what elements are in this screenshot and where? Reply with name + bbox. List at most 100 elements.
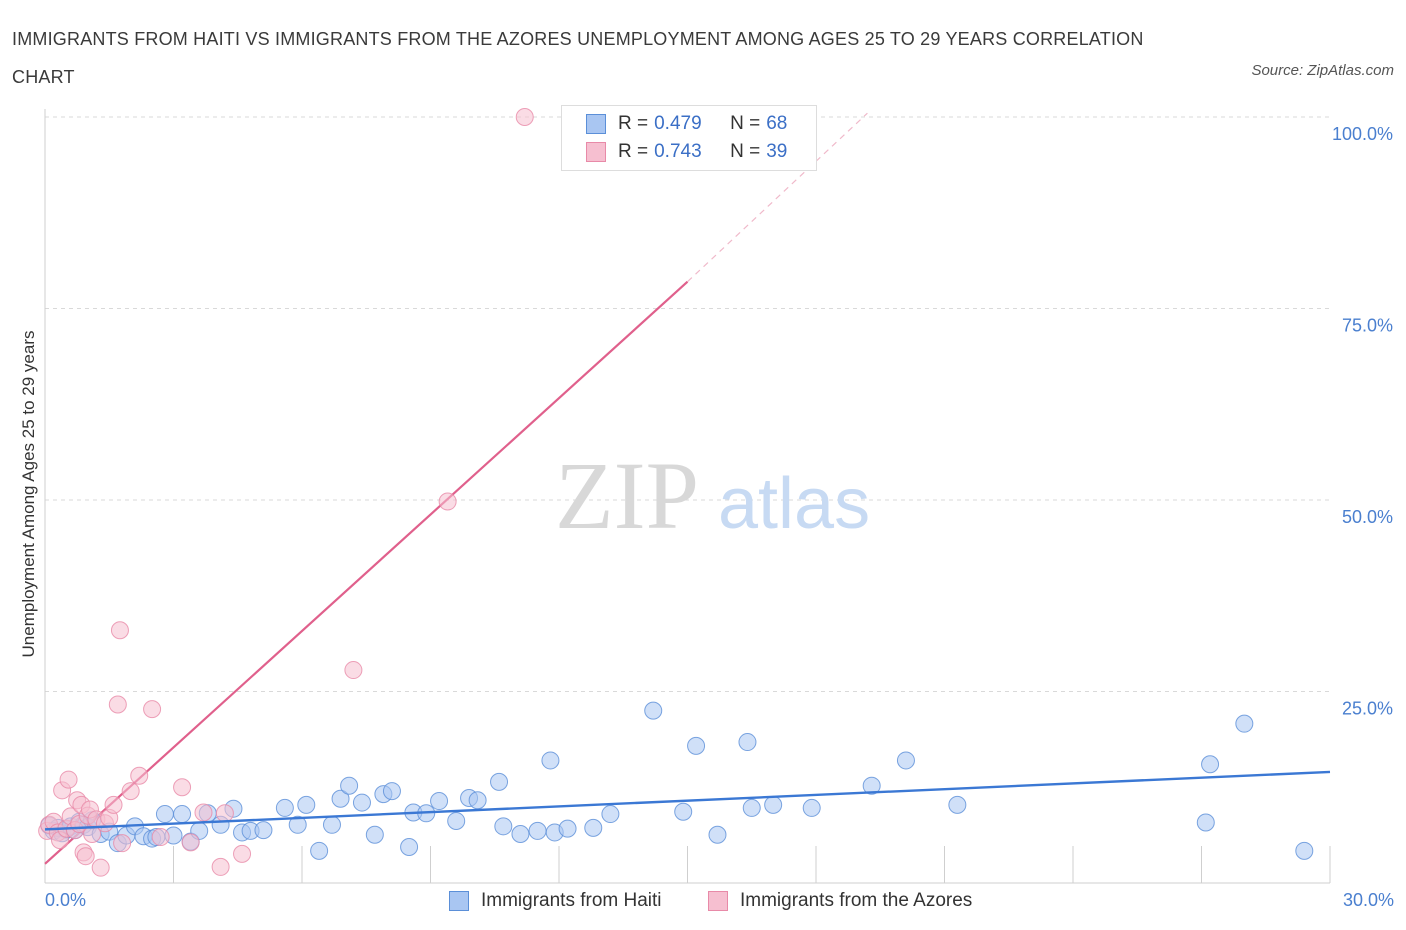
y-axis-ticks: 100.0% 75.0% 50.0% 25.0% [1332, 124, 1393, 719]
point-haiti [738, 733, 757, 752]
point-haiti [674, 802, 693, 821]
point-haiti [764, 795, 783, 814]
point-haiti [1196, 813, 1215, 832]
point-haiti [708, 825, 727, 844]
legend-r-label: R = [618, 113, 649, 134]
point-azores [108, 695, 127, 714]
point-azores [151, 828, 170, 847]
point-haiti [254, 821, 273, 840]
series-label-haiti: Immigrants from Haiti [481, 890, 662, 911]
trend-haiti [44, 770, 1331, 831]
point-azores [194, 803, 213, 822]
point-azores [143, 700, 162, 719]
point-azores [211, 857, 230, 876]
point-haiti [802, 798, 821, 817]
point-haiti [687, 736, 706, 755]
point-azores [215, 804, 234, 823]
point-haiti [601, 805, 620, 824]
series-legend-azores[interactable]: Immigrants from the Azores [708, 890, 972, 912]
point-azores [91, 858, 110, 877]
point-haiti [558, 819, 577, 838]
point-azores [233, 844, 252, 863]
point-haiti [644, 701, 663, 720]
point-azores [130, 766, 149, 785]
point-azores [110, 621, 129, 640]
points-haiti [40, 701, 1314, 860]
y-axis-label: Unemployment Among Ages 25 to 29 years [19, 331, 38, 658]
legend-r-value-haiti: 0.479 [654, 113, 702, 134]
point-haiti [1295, 841, 1314, 860]
legend-n-value-azores: 39 [766, 141, 788, 162]
point-haiti [173, 805, 192, 824]
legend-swatch-azores [586, 142, 606, 162]
point-haiti [742, 798, 761, 817]
point-haiti [382, 782, 401, 801]
series-legend-haiti[interactable]: Immigrants from Haiti [449, 890, 662, 912]
points-azores [38, 108, 534, 877]
legend-swatch-haiti [586, 114, 606, 134]
point-haiti [297, 795, 316, 814]
point-haiti [896, 751, 915, 770]
point-haiti [541, 751, 560, 770]
y-tick-label: 50.0% [1342, 507, 1393, 527]
source-label: Source: ZipAtlas.com [1251, 62, 1394, 79]
trend-line-azores-extension [687, 112, 868, 283]
watermark-atlas: atlas [718, 464, 870, 544]
point-azores [76, 847, 95, 866]
point-haiti [400, 837, 419, 856]
y-tick-label: 25.0% [1342, 699, 1393, 719]
point-haiti [155, 805, 174, 824]
point-haiti [490, 772, 509, 791]
point-haiti [511, 824, 530, 843]
y-tick-label: 100.0% [1332, 124, 1393, 144]
point-haiti [494, 817, 513, 836]
point-haiti [310, 841, 329, 860]
point-haiti [948, 795, 967, 814]
legend-n-label: N = [730, 141, 761, 162]
correlation-legend: R = 0.479 N = 68 R = 0.743 N = 39 [561, 105, 817, 171]
trend-line-azores [44, 280, 689, 865]
series-legend: Immigrants from Haiti Immigrants from th… [0, 888, 1406, 916]
point-azores [515, 108, 534, 126]
trend-line-haiti [44, 770, 1331, 831]
legend-row-haiti: R = 0.479 N = 68 [586, 112, 787, 136]
legend-n-label: N = [730, 113, 761, 134]
point-haiti [584, 818, 603, 837]
point-haiti [1235, 714, 1254, 733]
chart-title: IMMIGRANTS FROM HAITI VS IMMIGRANTS FROM… [12, 29, 1144, 87]
series-swatch-haiti [449, 891, 469, 911]
point-haiti [322, 815, 341, 834]
point-haiti [365, 825, 384, 844]
point-haiti [340, 776, 359, 795]
point-haiti [528, 821, 547, 840]
point-haiti [275, 798, 294, 817]
series-swatch-azores [708, 891, 728, 911]
legend-row-azores: R = 0.743 N = 39 [586, 140, 787, 164]
point-azores [173, 778, 192, 797]
point-haiti [331, 789, 350, 808]
trend-azores [44, 112, 868, 865]
x-tick-max: 30.0% [1342, 890, 1394, 910]
point-haiti [288, 815, 307, 834]
point-azores [113, 834, 132, 853]
point-haiti [1201, 755, 1220, 774]
point-azores [121, 782, 140, 801]
series-label-azores: Immigrants from the Azores [740, 890, 973, 911]
point-haiti [447, 811, 466, 830]
legend-n-value-haiti: 68 [766, 113, 788, 134]
point-azores [104, 795, 123, 814]
point-azores [344, 661, 363, 680]
x-tick-min: 0.0% [45, 890, 87, 910]
point-azores [59, 770, 78, 789]
watermark-zip: ZIP [555, 442, 699, 549]
point-azores [181, 833, 200, 852]
legend-r-value-azores: 0.743 [654, 141, 702, 162]
axes [44, 109, 1331, 884]
point-azores [438, 492, 457, 511]
gridlines [45, 116, 1330, 692]
point-haiti [430, 792, 449, 811]
point-haiti [862, 776, 881, 795]
legend-r-label: R = [618, 141, 649, 162]
point-haiti [468, 791, 487, 810]
